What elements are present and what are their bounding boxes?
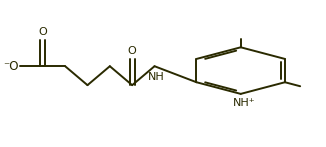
Text: ⁻O: ⁻O bbox=[3, 60, 19, 73]
Text: NH⁺: NH⁺ bbox=[232, 97, 255, 107]
Text: O: O bbox=[38, 27, 47, 37]
Text: O: O bbox=[128, 46, 137, 56]
Text: NH: NH bbox=[148, 72, 165, 82]
